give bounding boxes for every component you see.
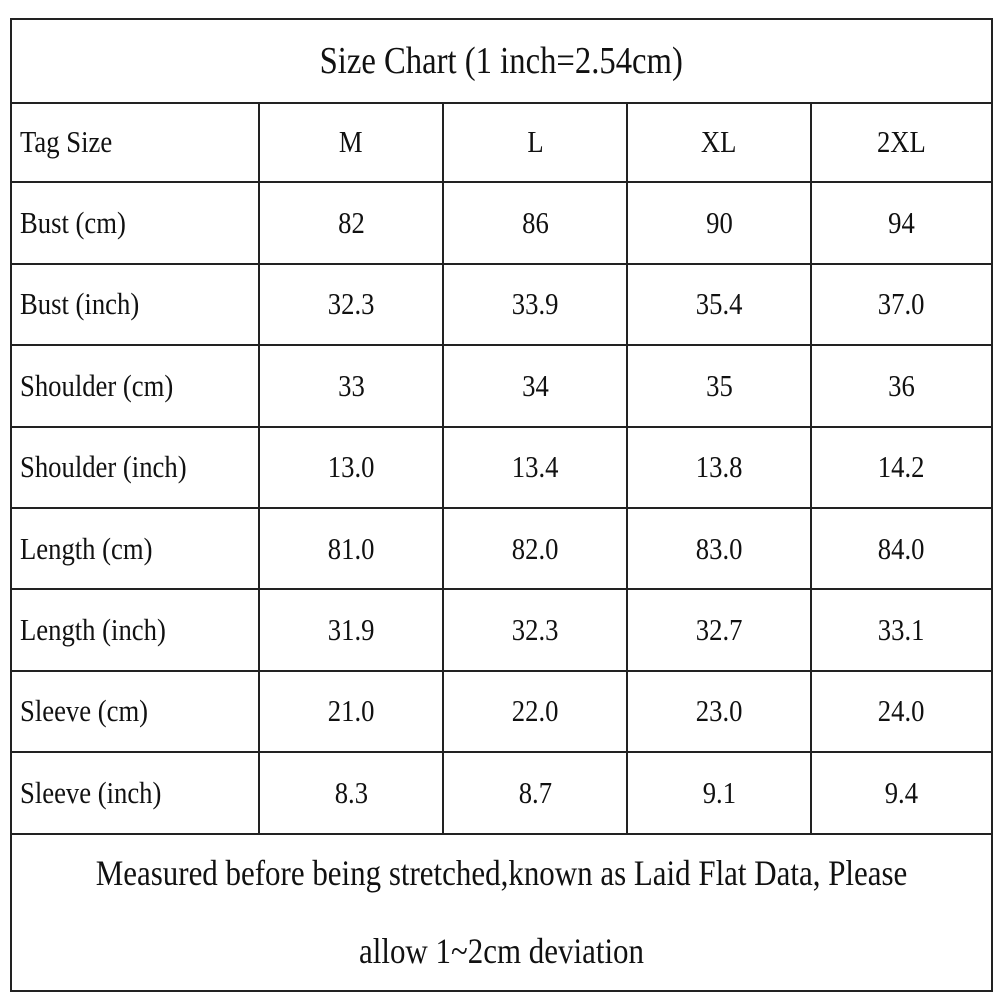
table-cell: 24.0: [812, 672, 991, 754]
row-value: 31.9: [327, 612, 375, 648]
row-value: 34: [521, 367, 549, 403]
table-cell: 82.0: [444, 509, 628, 591]
table-cell: Shoulder (cm): [12, 346, 260, 428]
table-cell: 81.0: [260, 509, 444, 591]
header-value: 2XL: [877, 123, 926, 159]
table-cell: 33.9: [444, 264, 628, 347]
header-label: Tag Size: [20, 123, 113, 159]
row-label: Bust (inch): [20, 286, 140, 322]
title-row: Size Chart (1 inch=2.54cm): [12, 20, 991, 104]
table-cell: Shoulder (inch): [12, 427, 260, 509]
row-label: Shoulder (cm): [20, 367, 174, 403]
table-cell: 23.0: [628, 671, 812, 754]
table-cell: 14.2: [812, 428, 991, 509]
row-value: 35: [705, 367, 733, 403]
table-cell: 9.1: [628, 753, 812, 835]
row-value: 33.9: [511, 286, 559, 322]
row-value: 8.7: [518, 774, 552, 810]
table-cell: 32.3: [444, 590, 628, 672]
row-value: 94: [888, 205, 915, 241]
row-value: 22.0: [511, 693, 559, 729]
table-cell: 13.4: [444, 427, 628, 509]
table-cell: 2XL: [812, 102, 991, 184]
header-value: M: [339, 123, 363, 159]
table-cell: 84.0: [812, 509, 991, 591]
row-value: 21.0: [327, 693, 375, 729]
row-value: 84.0: [878, 530, 925, 566]
row-label: Length (cm): [20, 530, 153, 566]
table-cell: 9.4: [812, 753, 991, 835]
row-value: 32.7: [695, 612, 743, 648]
table-cell: L: [444, 102, 628, 184]
row-label: Sleeve (cm): [20, 693, 149, 729]
row-value: 32.3: [511, 612, 559, 648]
table-cell: XL: [628, 102, 812, 184]
row-value: 37.0: [878, 286, 925, 322]
table-cell: 34: [444, 346, 628, 428]
table-cell: M: [260, 102, 444, 184]
table-cell: 82: [260, 183, 444, 265]
table-cell: Sleeve (inch): [12, 753, 260, 835]
table-cell: 33.1: [812, 590, 991, 672]
row-value: 9.1: [702, 774, 736, 810]
table-cell: 83.0: [628, 509, 812, 591]
table-cell: 31.9: [260, 590, 444, 672]
row-value: 24.0: [878, 693, 925, 729]
row-value: 13.4: [511, 449, 559, 485]
table-cell: 8.7: [444, 753, 628, 835]
table-cell: 86: [444, 183, 628, 265]
row-label: Shoulder (inch): [20, 449, 187, 485]
row-label: Length (inch): [20, 612, 166, 648]
table-cell: 94: [812, 183, 991, 265]
table-cell: 32.7: [628, 590, 812, 672]
row-value: 82.0: [511, 530, 559, 566]
header-value: XL: [701, 123, 737, 159]
title: Size Chart (1 inch=2.54cm): [319, 40, 684, 82]
table-cell: Sleeve (cm): [12, 671, 260, 754]
table-cell: Length (inch): [12, 590, 260, 672]
table-cell: 90: [628, 183, 812, 265]
note-row: Measured before being stretched,known as…: [12, 833, 991, 990]
header-value: L: [526, 123, 544, 159]
row-value: 8.3: [334, 774, 368, 810]
row-value: 86: [521, 205, 549, 241]
table-cell: 37.0: [812, 265, 991, 347]
table-cell: 32.3: [260, 264, 444, 347]
row-value: 13.8: [695, 449, 743, 485]
table-cell: Tag Size: [12, 102, 260, 184]
table-cell: 21.0: [260, 671, 444, 754]
table-cell: Length (cm): [12, 509, 260, 591]
row-value: 23.0: [695, 693, 743, 729]
row-value: 33: [337, 367, 365, 403]
table-cell: Bust (inch): [12, 264, 260, 347]
row-label: Sleeve (inch): [20, 774, 162, 810]
table-cell: 13.8: [628, 427, 812, 509]
row-value: 82: [337, 205, 365, 241]
row-value: 14.2: [878, 449, 925, 485]
size-chart: Size Chart (1 inch=2.54cm) Measured befo…: [10, 18, 993, 992]
row-value: 32.3: [327, 286, 375, 322]
table-cell: 36: [812, 346, 991, 428]
table-cell: 35: [628, 346, 812, 428]
row-value: 83.0: [695, 530, 743, 566]
row-value: 90: [705, 205, 733, 241]
table-cell: 22.0: [444, 671, 628, 754]
table-cell: 35.4: [628, 264, 812, 347]
row-label: Bust (cm): [20, 205, 126, 241]
table-cell: 33: [260, 346, 444, 428]
row-value: 35.4: [695, 286, 743, 322]
table-cell: 8.3: [260, 753, 444, 835]
table-cell: Bust (cm): [12, 183, 260, 265]
table-cell: 13.0: [260, 427, 444, 509]
row-value: 81.0: [327, 530, 375, 566]
row-value: 9.4: [884, 774, 919, 810]
row-value: 33.1: [878, 612, 925, 648]
note: Measured before being stretched,known as…: [95, 852, 908, 971]
row-value: 36: [888, 367, 915, 403]
row-value: 13.0: [327, 449, 375, 485]
